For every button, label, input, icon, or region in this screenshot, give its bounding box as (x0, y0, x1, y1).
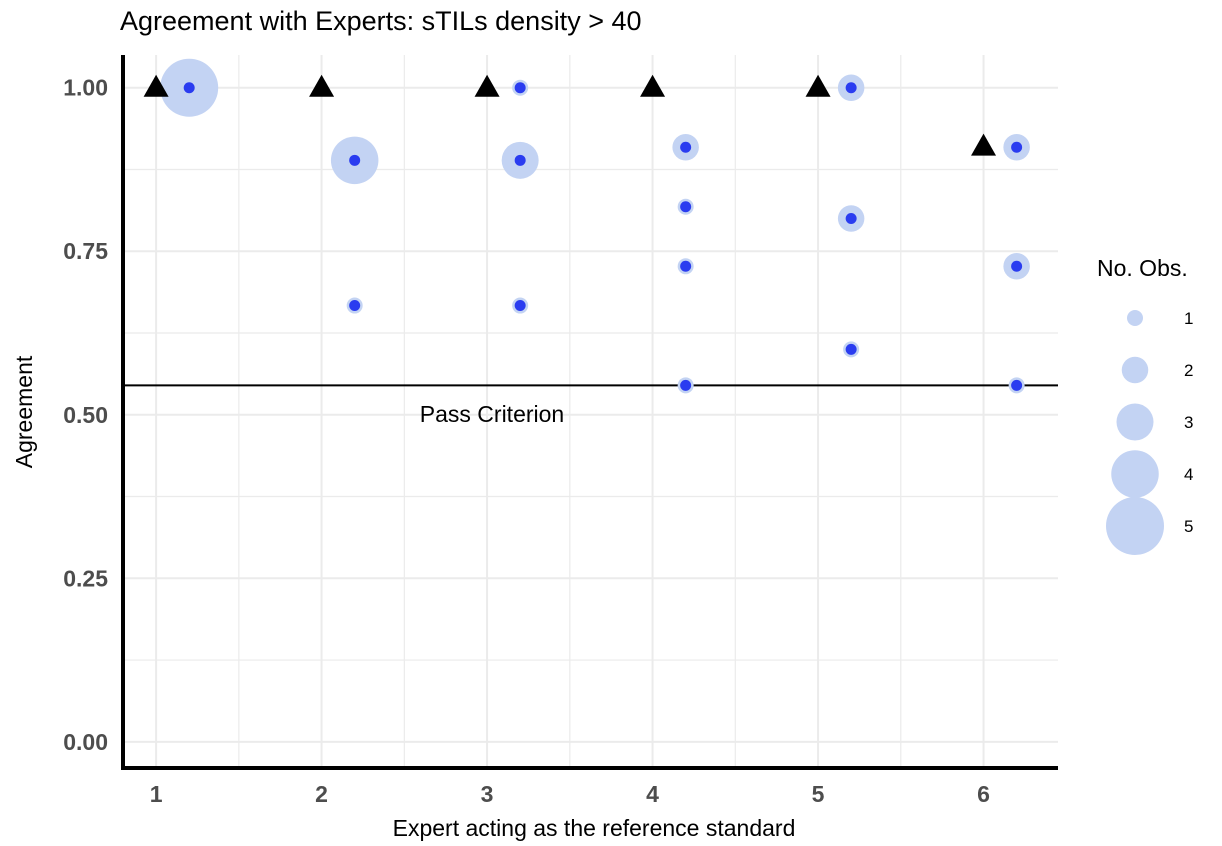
legend: No. Obs. 1 2 3 4 5 (1097, 255, 1193, 555)
y-tick-label: 0.75 (63, 238, 108, 264)
grid-layer (123, 55, 1058, 768)
agreement-point (680, 141, 692, 153)
axis-layer (121, 55, 1058, 770)
agreement-point (680, 379, 692, 391)
legend-label: 5 (1184, 517, 1193, 536)
agreement-point (845, 343, 857, 355)
legend-title: No. Obs. (1097, 255, 1188, 281)
reference-triangle (143, 74, 169, 97)
agreement-point (1011, 379, 1023, 391)
y-tick-label: 0.00 (63, 729, 108, 755)
x-tick-label: 6 (977, 781, 990, 807)
agreement-point (1011, 260, 1023, 272)
legend-label: 3 (1184, 413, 1193, 432)
reference-triangle (971, 133, 997, 156)
reference-triangle (474, 74, 500, 97)
legend-label: 4 (1184, 465, 1193, 484)
reference-triangle (805, 74, 831, 97)
agreement-point (349, 154, 361, 166)
agreement-point (680, 201, 692, 213)
y-tick-label: 0.25 (63, 565, 108, 591)
agreement-point (514, 82, 526, 94)
reference-triangle (640, 74, 666, 97)
x-tick-label: 2 (315, 781, 328, 807)
agreement-point (514, 300, 526, 312)
legend-bubble (1106, 497, 1164, 555)
legend-label: 1 (1184, 309, 1193, 328)
triangle-layer (143, 74, 997, 156)
chart-title: Agreement with Experts: sTILs density > … (120, 6, 642, 36)
x-tick-label: 1 (150, 781, 163, 807)
reference-triangle (309, 74, 335, 97)
x-axis-title: Expert acting as the reference standard (393, 815, 796, 841)
pass-criterion-label: Pass Criterion (420, 401, 564, 427)
agreement-point (845, 82, 857, 94)
agreement-point (680, 260, 692, 272)
agreement-point (845, 213, 857, 225)
legend-label: 2 (1184, 361, 1193, 380)
agreement-point (349, 300, 361, 312)
legend-bubble (1127, 310, 1143, 326)
y-axis-title: Agreement (11, 355, 37, 468)
legend-items: 1 2 3 4 5 (1106, 309, 1193, 555)
y-tick-label: 0.50 (63, 402, 108, 428)
tick-label-layer: 1 2 3 4 5 6 0.00 0.25 0.50 0.75 1.00 (63, 75, 990, 807)
legend-bubble (1111, 450, 1159, 498)
legend-bubble (1121, 356, 1149, 384)
x-tick-label: 3 (481, 781, 494, 807)
agreement-point (183, 82, 195, 94)
x-tick-label: 4 (646, 781, 659, 807)
bubble-layer (160, 58, 1030, 394)
y-tick-label: 1.00 (63, 75, 108, 101)
agreement-point (1011, 141, 1023, 153)
x-tick-label: 5 (812, 781, 825, 807)
agreement-point (514, 154, 526, 166)
legend-bubble (1116, 403, 1154, 441)
